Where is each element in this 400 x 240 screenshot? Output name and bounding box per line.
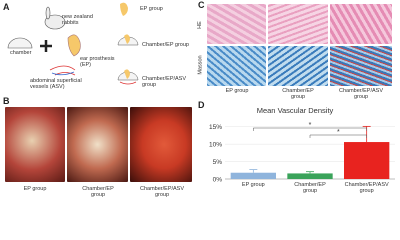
- significance-bracket: [253, 127, 367, 131]
- label: Chamber/EP/ASV group: [142, 76, 187, 89]
- label: Chamber/EP group: [142, 42, 189, 48]
- label: EP group: [225, 88, 249, 94]
- micrograph: [330, 4, 392, 44]
- label: Chamber/EP group: [82, 186, 114, 199]
- micrograph: [207, 46, 266, 86]
- label: Chamber/EP group: [282, 88, 314, 101]
- label: Chamber/EP/ASV group: [338, 88, 384, 101]
- label: abdominal superficial vessels (ASV): [30, 78, 82, 91]
- label: ear prosthesis (EP): [80, 56, 115, 69]
- y-tick-label: 5%: [213, 159, 223, 166]
- row-label: HE: [196, 21, 203, 29]
- panel-label: A: [3, 2, 10, 12]
- photo: [67, 107, 128, 182]
- significance-label: *: [337, 129, 340, 136]
- y-tick-label: 15%: [209, 124, 222, 131]
- label: EP group: [140, 6, 163, 12]
- label: chamber: [10, 50, 32, 56]
- bar: [230, 172, 276, 179]
- x-tick-label: Chamber/EP group: [294, 182, 326, 195]
- significance-bracket: [309, 134, 367, 138]
- label: new zealand rabbits: [62, 14, 93, 27]
- micrograph: [268, 4, 328, 44]
- significance-label: *: [309, 122, 312, 129]
- micrograph: [207, 4, 266, 44]
- chart: Mean Vascular Density 0% 5% 10% 15% * *: [209, 106, 395, 184]
- label: Chamber/EP/ASV group: [140, 186, 185, 199]
- micrograph: [330, 46, 392, 86]
- schematic: [7, 2, 139, 85]
- photo: [130, 107, 192, 182]
- x-tick-label: EP group: [241, 182, 265, 188]
- row-label: Masson: [197, 55, 204, 75]
- panel-label: C: [198, 0, 205, 10]
- micrograph: [268, 46, 328, 86]
- label: EP group: [23, 186, 47, 192]
- x-tick-label: Chamber/EP/ASV group: [344, 182, 389, 195]
- figure: A new zealand rabbits chamber ear prosth…: [3, 0, 395, 199]
- y-tick-label: 10%: [209, 142, 222, 149]
- photo: [5, 107, 65, 182]
- y-tick-label: 0%: [213, 177, 223, 184]
- bar: [344, 142, 390, 179]
- panel-label: B: [3, 96, 10, 106]
- chart-title: Mean Vascular Density: [257, 106, 334, 115]
- bar: [287, 173, 333, 179]
- panel-label: D: [198, 100, 205, 110]
